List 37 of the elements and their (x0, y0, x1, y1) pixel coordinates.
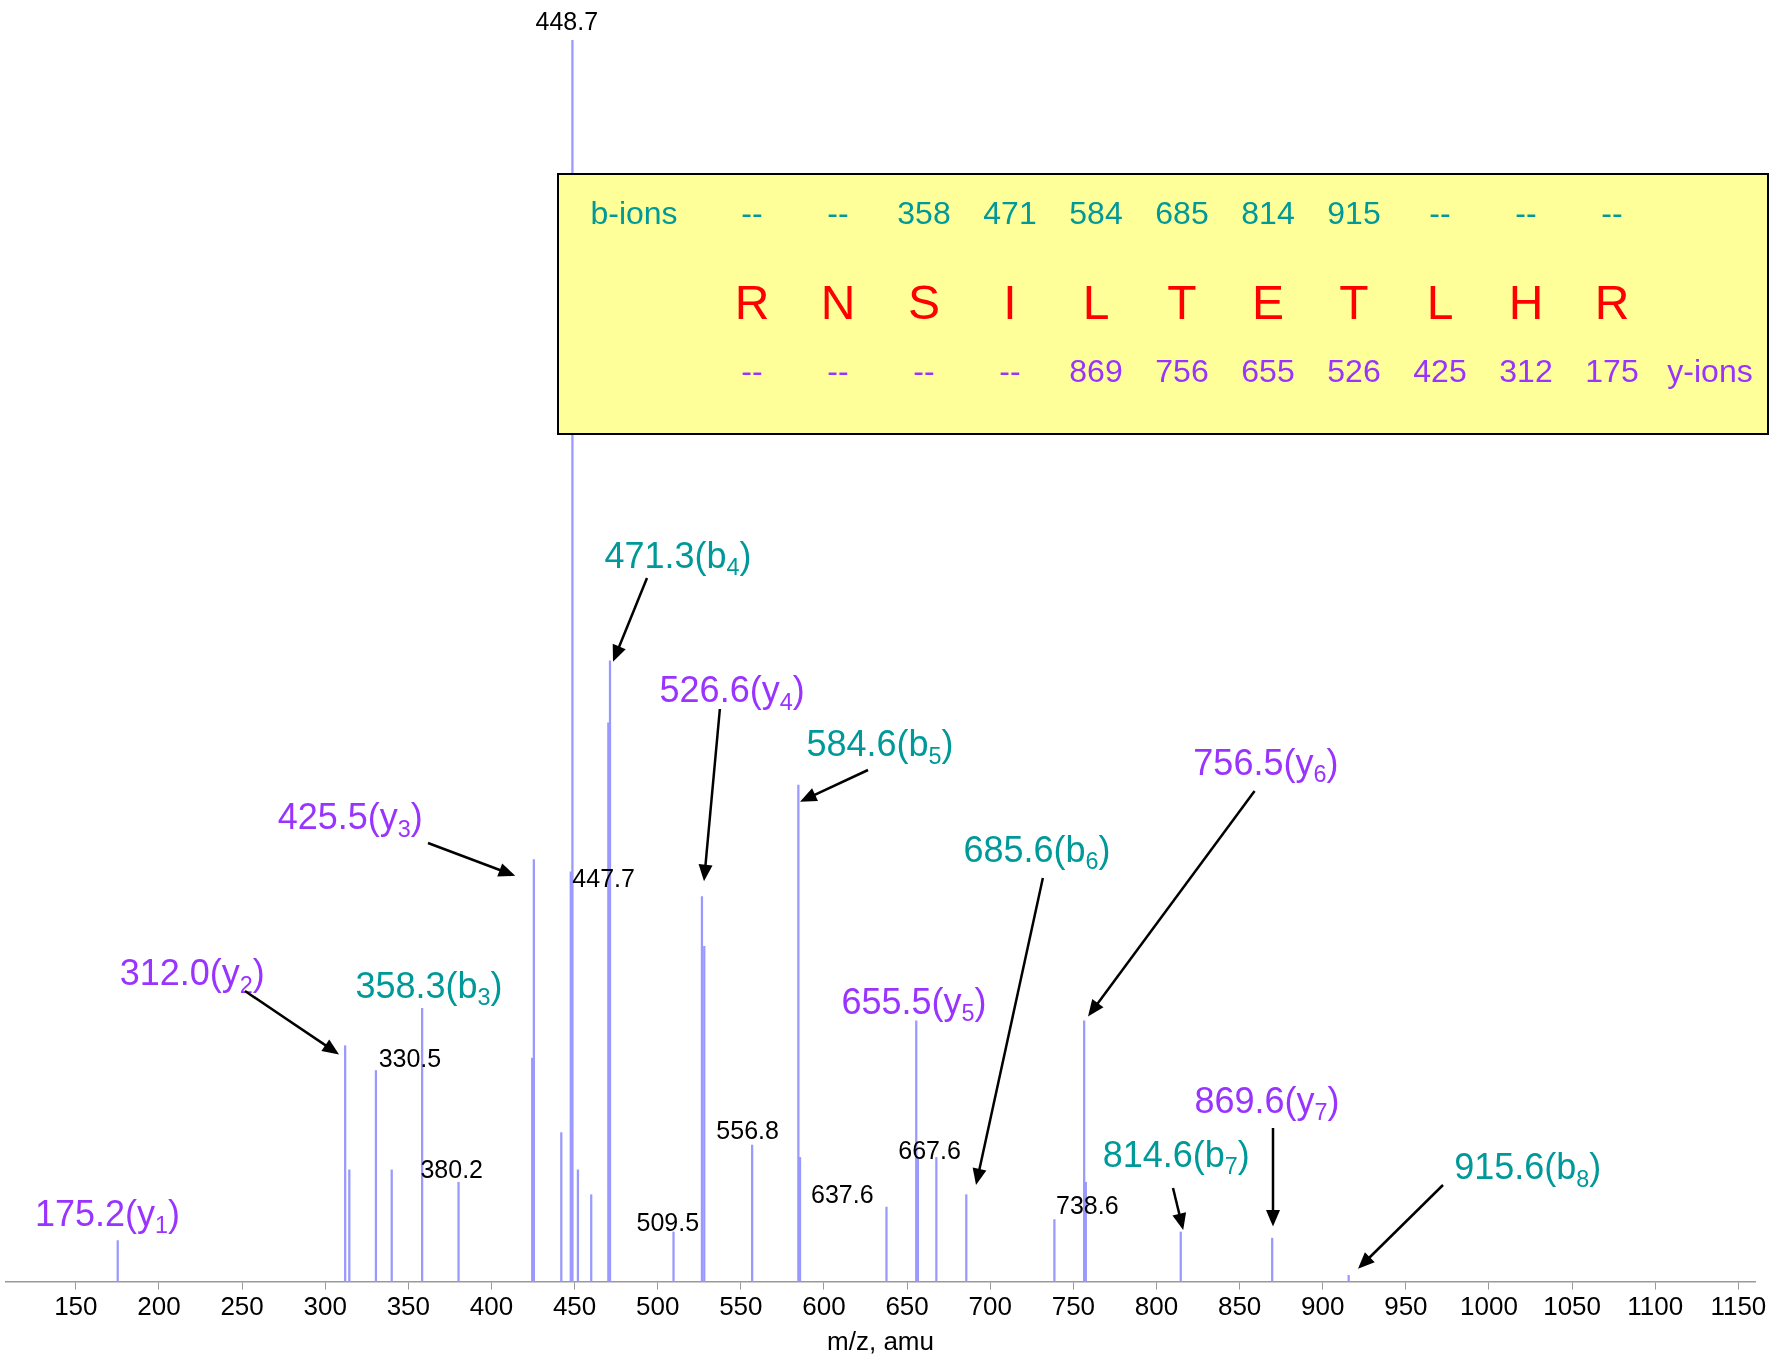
x-tick-label: 950 (1384, 1291, 1428, 1322)
x-tick-label: 700 (968, 1291, 1012, 1322)
x-tick-label: 250 (220, 1291, 264, 1322)
x-tick-label: 400 (469, 1291, 514, 1322)
x-tick-label: 350 (386, 1291, 431, 1322)
x-axis-title: m/z, amu (827, 1325, 934, 1356)
x-tick-label: 150 (54, 1291, 98, 1322)
bar (457, 1181, 460, 1282)
x-tick-label: 600 (802, 1291, 846, 1322)
x-tick-label: 550 (719, 1291, 763, 1322)
annotation: 447.7 (572, 863, 635, 892)
x-tick-label: 900 (1301, 1291, 1345, 1322)
x-tick-label: 1050 (1543, 1291, 1602, 1322)
bar (885, 1206, 888, 1282)
bar (672, 1231, 675, 1282)
annotation: 330.5 (378, 1044, 442, 1073)
x-tick-label: 1000 (1460, 1291, 1518, 1322)
x-tick-label: 1100 (1627, 1291, 1684, 1322)
x-tick-label: 1150 (1710, 1291, 1767, 1322)
annotation: 637.6 (811, 1179, 874, 1208)
x-tick-label: 300 (303, 1291, 347, 1322)
bar (797, 784, 800, 1282)
annotation: 380.2 (420, 1154, 484, 1183)
x-tick-label: 450 (552, 1291, 597, 1322)
x-tick-label: 200 (137, 1291, 181, 1322)
x-tick-label: 850 (1217, 1291, 1262, 1322)
annotation: 509.5 (636, 1207, 700, 1236)
annotation: 738.6 (1055, 1190, 1119, 1219)
bar (1053, 1219, 1056, 1282)
x-tick-label: 750 (1051, 1291, 1096, 1322)
annotation: 667.6 (898, 1135, 961, 1164)
annotation: 556.8 (716, 1116, 779, 1145)
sequence-table: b-ions -- -- 358 471 584 685 814 915 -- -- -- R N S I L T E T L H R -- -- -- -- 869 756 655 526 425 312 175 y-ions (557, 173, 1769, 435)
x-tick-label: 500 (636, 1291, 680, 1322)
x-tick-label: 650 (885, 1291, 929, 1322)
annotation: 448.7 (535, 6, 599, 35)
x-tick-label: 800 (1134, 1291, 1179, 1322)
